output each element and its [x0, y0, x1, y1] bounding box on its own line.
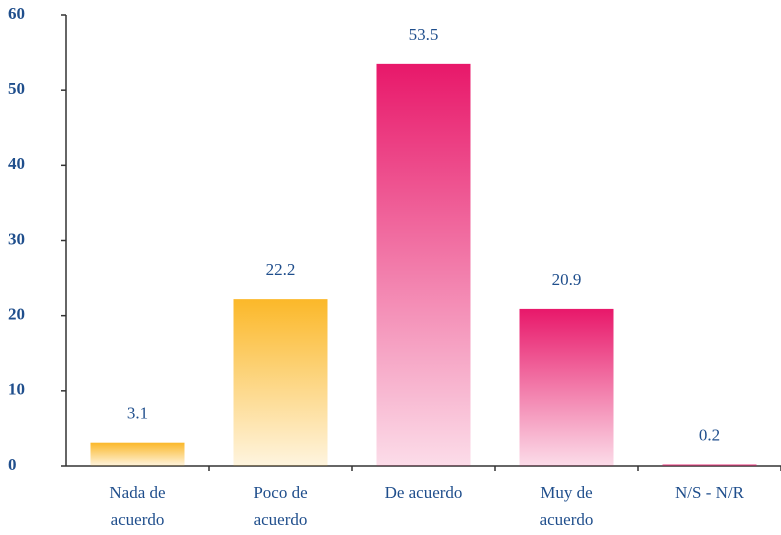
bar [233, 299, 328, 466]
x-tick-label: De acuerdo [385, 483, 463, 502]
value-label: 22.2 [266, 260, 296, 279]
x-tick-label-line: acuerdo [111, 510, 165, 529]
x-tick-label-line: Poco de [253, 483, 307, 502]
x-tick-label-line: acuerdo [254, 510, 308, 529]
y-tick-label: 20 [8, 305, 25, 324]
y-tick-label: 10 [8, 380, 25, 399]
bar [519, 308, 614, 466]
y-tick-label: 50 [8, 79, 25, 98]
value-label: 3.1 [127, 404, 148, 423]
bar [376, 63, 471, 466]
bar [662, 464, 757, 466]
x-tick-label-line: Muy de [540, 483, 592, 502]
bar [90, 442, 185, 466]
y-tick-label: 40 [8, 154, 25, 173]
y-tick-label: 60 [8, 4, 25, 23]
x-tick-label: Muy de acuerdo [540, 483, 594, 529]
x-tick-label-line: acuerdo [540, 510, 594, 529]
x-tick-label-line: De acuerdo [385, 483, 463, 502]
x-tick-label-line: Nada de [109, 483, 165, 502]
x-tick-label-line: N/S - N/R [675, 483, 745, 502]
y-tick-label: 0 [8, 455, 17, 474]
x-tick-label: Nada de acuerdo [109, 483, 165, 529]
value-label: 53.5 [409, 25, 439, 44]
x-tick-label: Poco de acuerdo [253, 483, 307, 529]
y-tick-label: 30 [8, 229, 25, 248]
value-label: 0.2 [699, 425, 720, 444]
value-label: 20.9 [552, 270, 582, 289]
x-tick-label: N/S - N/R [675, 483, 745, 502]
